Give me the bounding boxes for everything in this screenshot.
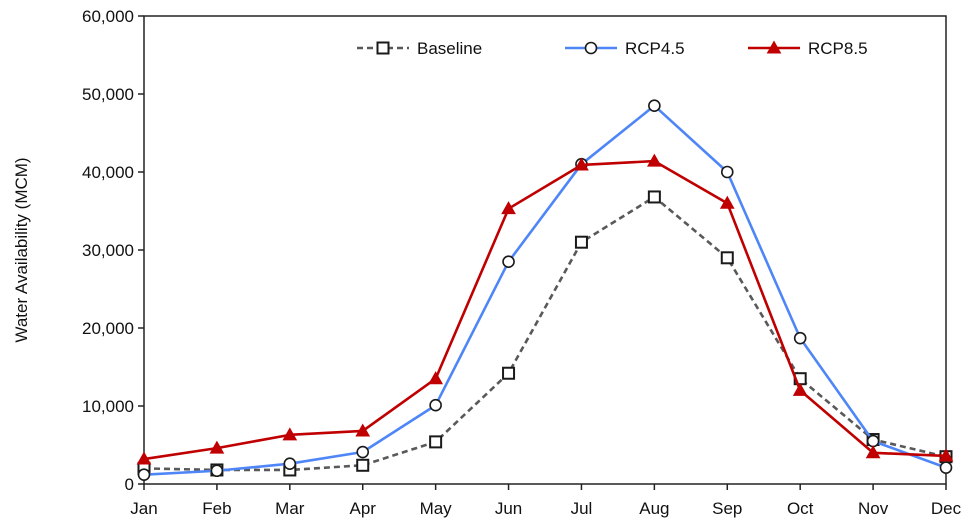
data-point	[356, 458, 370, 472]
legend-label-1: RCP4.5	[625, 39, 685, 58]
data-point	[574, 235, 588, 249]
x-tick-label: Jun	[495, 499, 522, 518]
data-point	[574, 157, 589, 171]
x-tick-label: Sep	[712, 499, 742, 518]
data-point	[719, 195, 735, 209]
data-point	[792, 382, 808, 396]
data-point	[429, 435, 443, 449]
x-tick-label: May	[420, 499, 453, 518]
data-point	[210, 464, 224, 478]
data-point	[283, 457, 297, 471]
y-tick-label: 60,000	[82, 7, 134, 26]
data-point	[136, 451, 152, 465]
data-point	[939, 461, 953, 474]
x-tick-label: Apr	[349, 499, 376, 518]
y-axis-label: Water Availability (MCM)	[12, 157, 31, 342]
x-tick-label: Jul	[571, 499, 593, 518]
data-point	[647, 190, 661, 204]
data-point	[648, 99, 661, 112]
data-point	[429, 398, 442, 412]
legend-marker-2	[766, 40, 782, 54]
data-point	[720, 165, 734, 179]
x-tick-label: Aug	[639, 499, 669, 518]
series-line-1	[143, 104, 947, 476]
x-tick-label: Oct	[787, 499, 814, 518]
x-tick-label: Jan	[130, 499, 157, 518]
data-point	[938, 448, 954, 462]
x-tick-label: Nov	[858, 499, 889, 518]
series-line-2	[143, 159, 947, 461]
y-tick-label: 40,000	[82, 163, 134, 182]
x-tick-label: Dec	[931, 499, 962, 518]
data-point	[209, 440, 225, 454]
legend-label-2: RCP8.5	[808, 39, 868, 58]
series-line-0	[143, 195, 947, 472]
data-point	[282, 427, 298, 441]
x-tick-label: Feb	[202, 499, 231, 518]
data-point	[356, 445, 370, 459]
data-point	[866, 434, 880, 448]
data-point	[501, 201, 516, 215]
data-point	[793, 331, 807, 345]
data-point	[720, 251, 734, 265]
legend-marker-0	[376, 41, 390, 55]
y-tick-label: 50,000	[82, 85, 134, 104]
data-point	[647, 153, 662, 167]
plot-area: 0 10,000 20,000 30,000 40,000 50,000 60,000 Jan…	[82, 7, 962, 518]
y-tick-label: 30,000	[82, 241, 134, 260]
legend-label-0: Baseline	[417, 39, 482, 58]
y-tick-label: 10,000	[82, 397, 134, 416]
data-point	[502, 255, 515, 269]
y-tick-label: 0	[125, 475, 134, 494]
y-tick-label: 20,000	[82, 319, 134, 338]
data-point	[137, 468, 151, 481]
data-point	[428, 371, 443, 385]
legend-marker-1	[584, 41, 598, 55]
data-point	[355, 423, 371, 437]
data-point	[502, 366, 516, 380]
x-tick-label: Mar	[275, 499, 305, 518]
data-point	[865, 445, 881, 459]
